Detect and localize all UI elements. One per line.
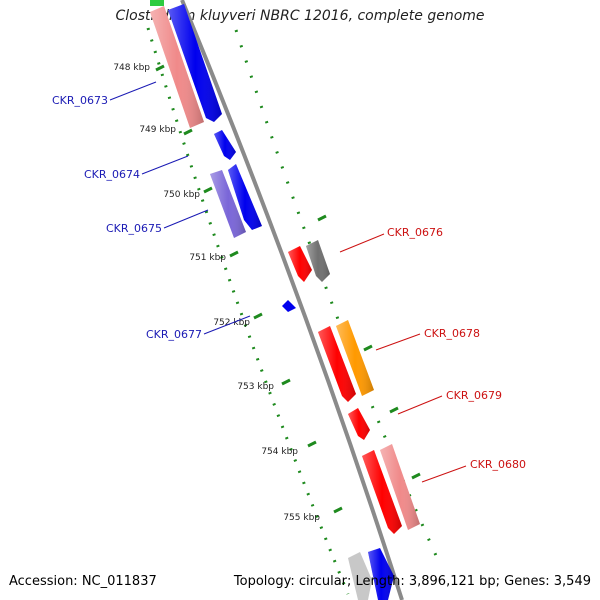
- label-ckr-0675[interactable]: CKR_0675: [106, 222, 162, 235]
- scale-ring-inner: [146, 27, 350, 595]
- scale-label-749: 749 kbp: [139, 125, 176, 135]
- label-ckr-0677[interactable]: CKR_0677: [146, 328, 202, 341]
- gene-features[interactable]: [150, 0, 420, 600]
- leader-ckr-0677: [203, 315, 251, 335]
- label-ckr-0678[interactable]: CKR_0678: [424, 327, 480, 340]
- leader-ckr-0676: [339, 233, 385, 253]
- leader-ckr-0675: [163, 209, 209, 229]
- label-ckr-0673[interactable]: CKR_0673: [52, 94, 108, 107]
- leader-ckr-0674: [141, 155, 189, 175]
- gene-ckr-0677-blue[interactable]: [282, 300, 296, 312]
- gene-lightgray-bottom[interactable]: [348, 552, 372, 600]
- leader-ckr-0680: [421, 465, 467, 483]
- leader-ckr-0673: [109, 81, 157, 101]
- major-ticks: [155, 64, 421, 514]
- genome-backbone: [180, 0, 404, 600]
- scale-ring-outer: [234, 29, 440, 561]
- label-ckr-0676[interactable]: CKR_0676: [387, 226, 443, 239]
- genome-summary-text: Topology: circular; Length: 3,896,121 bp…: [233, 574, 591, 589]
- scale-label-755: 755 kbp: [283, 513, 320, 523]
- accession-text: Accession: NC_011837: [9, 574, 157, 589]
- leader-ckr-0679: [397, 395, 443, 415]
- gene-green-top[interactable]: [150, 0, 164, 6]
- label-ckr-0674[interactable]: CKR_0674: [84, 168, 140, 181]
- label-ckr-0679[interactable]: CKR_0679: [446, 389, 502, 402]
- scale-label-754: 754 kbp: [261, 447, 298, 457]
- leader-ckr-0678: [375, 333, 421, 351]
- map-title: Clostridium kluyveri NBRC 12016, complet…: [115, 8, 485, 24]
- scale-label-750: 750 kbp: [163, 190, 200, 200]
- scale-label-753: 753 kbp: [237, 382, 274, 392]
- scale-label-751: 751 kbp: [189, 253, 226, 263]
- label-ckr-0680[interactable]: CKR_0680: [470, 458, 526, 471]
- scale-label-748: 748 kbp: [113, 63, 150, 73]
